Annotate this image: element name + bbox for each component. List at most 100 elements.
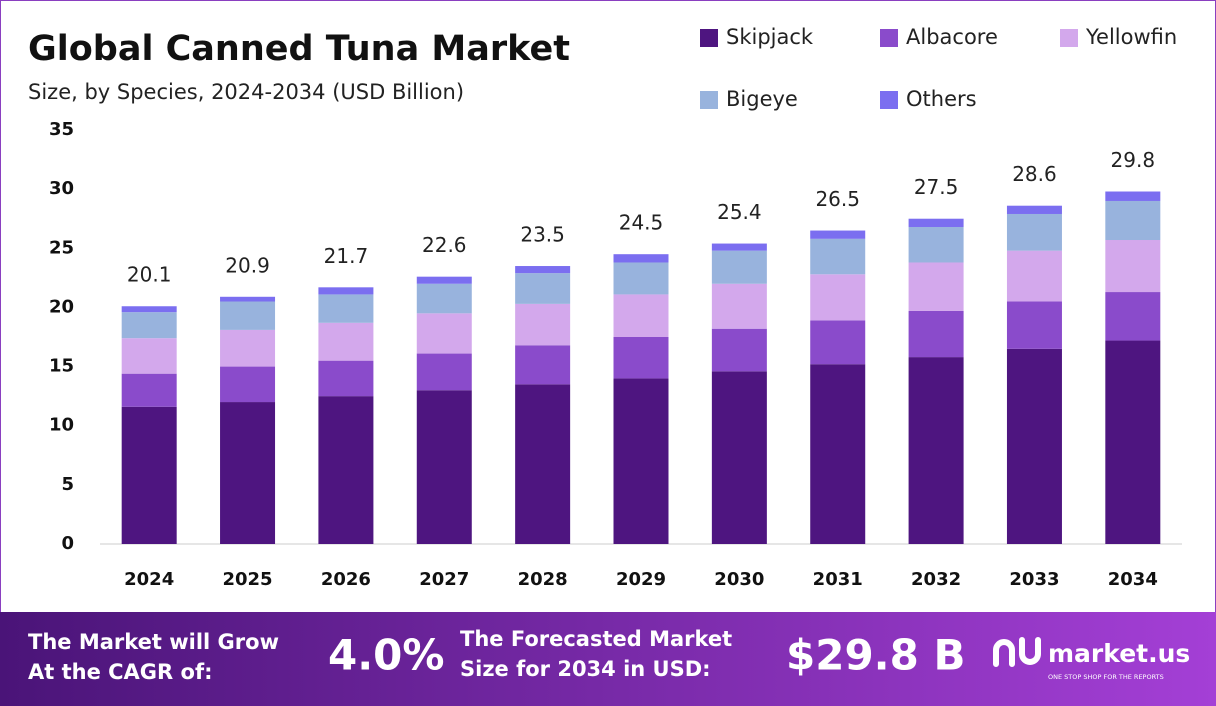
brand-name: market.us: [1048, 639, 1190, 668]
bar-segment: [810, 364, 866, 544]
chart-title: Global Canned Tuna Market: [28, 29, 570, 69]
brand-tagline: ONE STOP SHOP FOR THE REPORTS: [1048, 673, 1164, 681]
bar-segment: [1105, 340, 1161, 544]
total-label: 22.6: [422, 233, 467, 257]
bar-segment: [613, 294, 669, 337]
bar-segment: [220, 301, 276, 330]
x-tick-label: 2024: [124, 569, 174, 590]
brand-logo: [993, 637, 1041, 667]
bar-segment: [318, 360, 374, 397]
y-tick-label: 5: [61, 474, 74, 495]
y-tick-label: 25: [49, 237, 74, 258]
footer-text: The Market will Grow: [28, 630, 279, 654]
legend-swatch: [700, 91, 718, 109]
bar-segment: [121, 312, 177, 339]
x-tick-label: 2033: [1009, 569, 1059, 590]
bar-segment: [810, 230, 866, 239]
bar-segment: [711, 283, 767, 329]
total-label: 20.9: [225, 253, 270, 277]
bar-segment: [908, 262, 964, 311]
y-tick-label: 10: [49, 415, 74, 436]
bar-segment: [1105, 292, 1161, 341]
y-tick-label: 0: [61, 533, 74, 554]
bar-segment: [711, 371, 767, 544]
bar-segment: [1006, 213, 1062, 251]
total-label: 26.5: [815, 187, 860, 211]
footer-text: Size for 2034 in USD:: [460, 657, 711, 681]
bar-segment: [416, 283, 472, 314]
footer-value: 4.0%: [328, 631, 444, 680]
x-tick-label: 2027: [419, 569, 469, 590]
bar-segment: [515, 384, 571, 544]
legend-label: Others: [906, 87, 977, 111]
bar-segment: [318, 322, 374, 361]
bar-segment: [416, 313, 472, 354]
x-tick-label: 2034: [1108, 569, 1158, 590]
x-tick-label: 2030: [714, 569, 764, 590]
bar-segment: [121, 373, 177, 407]
y-tick-label: 20: [49, 296, 74, 317]
bar-segment: [1006, 205, 1062, 214]
legend-swatch: [880, 91, 898, 109]
total-label: 27.5: [914, 175, 959, 199]
bar-segment: [318, 396, 374, 544]
bar-segment: [220, 402, 276, 544]
bar-segment: [711, 243, 767, 251]
total-label: 28.6: [1012, 162, 1057, 186]
bar-segment: [318, 294, 374, 323]
bar-segment: [416, 353, 472, 391]
bar-segment: [121, 338, 177, 374]
bar-segment: [613, 378, 669, 544]
bar-segment: [908, 218, 964, 227]
x-tick-label: 2031: [813, 569, 863, 590]
bar-segment: [220, 296, 276, 302]
legend-label: Albacore: [906, 25, 998, 49]
bar-segment: [908, 226, 964, 263]
x-tick-label: 2028: [518, 569, 568, 590]
legend-label: Yellowfin: [1085, 25, 1177, 49]
bar-segment: [515, 303, 571, 346]
y-tick-label: 30: [49, 178, 74, 199]
legend-label: Skipjack: [726, 25, 814, 49]
bar-segment: [220, 366, 276, 403]
x-tick-label: 2025: [222, 569, 272, 590]
bar-segment: [515, 345, 571, 385]
bar-segment: [121, 306, 177, 313]
bar-segment: [711, 328, 767, 372]
total-label: 25.4: [717, 200, 762, 224]
chart-subtitle: Size, by Species, 2024-2034 (USD Billion…: [28, 80, 464, 104]
bar-segment: [416, 390, 472, 544]
x-tick-label: 2026: [321, 569, 371, 590]
bar-segment: [515, 273, 571, 304]
bar-segment: [613, 262, 669, 295]
total-label: 29.8: [1111, 148, 1156, 172]
footer-text: At the CAGR of:: [28, 660, 213, 684]
bar-segment: [810, 320, 866, 365]
total-label: 24.5: [619, 211, 664, 235]
bar-segment: [908, 357, 964, 544]
footer-value: $29.8 B: [786, 631, 965, 680]
bar-segment: [318, 287, 374, 295]
bar-segment: [220, 329, 276, 367]
total-label: 20.1: [127, 263, 172, 287]
legend-label: Bigeye: [726, 87, 798, 111]
total-label: 23.5: [520, 223, 565, 247]
footer-text: The Forecasted Market: [460, 627, 732, 651]
legend-swatch: [880, 29, 898, 47]
legend-swatch: [700, 29, 718, 47]
y-tick-label: 35: [49, 119, 74, 140]
bar-segment: [1006, 348, 1062, 544]
bar-segment: [613, 254, 669, 263]
bar-segment: [810, 274, 866, 321]
bar-segment: [711, 250, 767, 284]
bar-segment: [1105, 191, 1161, 201]
bar-segment: [613, 337, 669, 379]
bar-segment: [416, 276, 472, 284]
bar-segment: [1006, 250, 1062, 302]
total-label: 21.7: [324, 244, 369, 268]
bar-segment: [1105, 200, 1161, 241]
bar-segment: [1006, 301, 1062, 349]
bar-segment: [1105, 240, 1161, 293]
